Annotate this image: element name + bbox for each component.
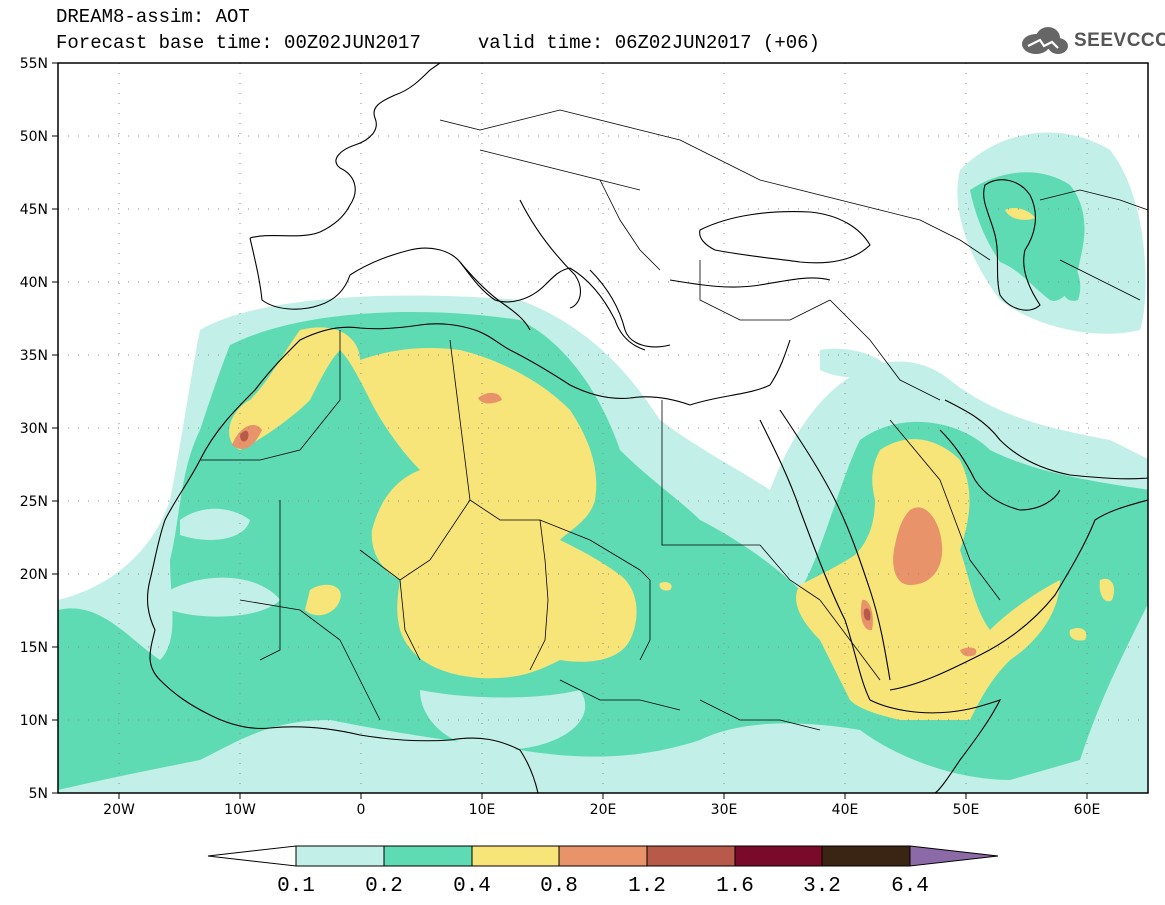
longitude-labels: 20W 10W 0 10E 20E 30E 40E 50E 60E: [103, 802, 1100, 818]
colorbar-label: 1.2: [628, 875, 666, 898]
axis-ticks: [52, 62, 1088, 799]
lon-label: 10W: [224, 802, 256, 818]
colorbar-swatch: [558, 845, 648, 867]
lon-label: 40E: [832, 802, 859, 818]
lon-label: 50E: [953, 802, 980, 818]
colorbar-swatch: [734, 845, 823, 867]
aot-band-0.1-inner: [170, 348, 885, 750]
seevccc-logo: SEEVCCC: [1018, 24, 1165, 58]
colorbar-label: 6.4: [891, 875, 929, 898]
lat-label: 20N: [20, 567, 48, 583]
chart-title: DREAM8-assim: AOT: [56, 6, 250, 28]
colorbar-label: 0.4: [453, 875, 491, 898]
lat-label: 35N: [20, 348, 48, 364]
lat-label: 25N: [20, 494, 48, 510]
lat-label: 40N: [20, 275, 48, 291]
lon-label: 20E: [590, 802, 617, 818]
colorbar-label: 0.2: [365, 875, 403, 898]
colorbar-upper-arrow: [909, 845, 999, 867]
lat-label: 50N: [20, 129, 48, 145]
lat-label: 15N: [20, 640, 48, 656]
colorbar-swatch: [821, 845, 911, 867]
aot-band-1.2: [240, 430, 871, 621]
colorbar-swatch: [295, 845, 385, 867]
colorbar-lower-arrow: [207, 845, 297, 867]
lon-label: 0: [357, 802, 366, 818]
coastlines: [146, 63, 1148, 793]
latitude-labels: 55N 50N 45N 40N 35N 30N 25N 20N 15N 10N …: [20, 56, 48, 802]
colorbar-label: 0.1: [277, 875, 315, 898]
logo-label: SEEVCCC: [1074, 30, 1165, 51]
lat-label: 5N: [29, 786, 48, 802]
lat-label: 55N: [20, 56, 48, 72]
lon-label: 60E: [1074, 802, 1101, 818]
borders: [200, 109, 1148, 731]
colorbar-swatch: [383, 845, 473, 867]
lon-label: 30E: [711, 802, 738, 818]
lat-label: 45N: [20, 202, 48, 218]
colorbar-swatch: [646, 845, 736, 867]
colorbar-label: 1.6: [716, 875, 754, 898]
colorbar-swatch: [471, 845, 560, 867]
lon-label: 10E: [469, 802, 496, 818]
lat-label: 10N: [20, 713, 48, 729]
map-plot-area: [58, 63, 1148, 793]
cloud-icon: [1022, 27, 1068, 54]
lon-label: 20W: [103, 802, 135, 818]
lat-label: 30N: [20, 421, 48, 437]
forecast-time-subtitle: Forecast base time: 00Z02JUN2017 valid t…: [56, 32, 820, 54]
colorbar-label: 3.2: [803, 875, 841, 898]
colorbar: 0.1 0.2 0.4 0.8 1.2 1.6 3.2 6.4: [207, 845, 999, 898]
colorbar-label: 0.8: [540, 875, 578, 898]
